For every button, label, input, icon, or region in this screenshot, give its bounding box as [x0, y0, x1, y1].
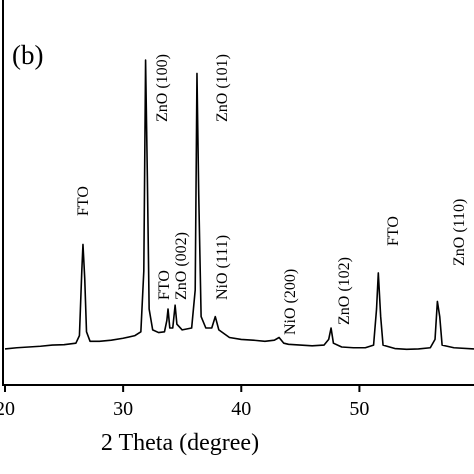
peak-annotation: FTO [156, 270, 173, 300]
peak-annotation: ZnO (101) [214, 54, 231, 122]
x-axis-label: 2 Theta (degree) [101, 430, 259, 456]
x-tick-label: 50 [349, 398, 369, 420]
peak-annotation: ZnO (002) [173, 232, 190, 300]
x-tick-label: 30 [113, 398, 133, 420]
peak-annotation: ZnO (100) [154, 54, 171, 122]
xrd-pattern [4, 59, 474, 351]
x-tick-label: 40 [231, 398, 251, 420]
x-tick-label: 20 [0, 398, 15, 420]
peak-annotation: NiO (111) [214, 235, 231, 300]
panel-label: (b) [12, 40, 43, 70]
peak-annotation: NiO (200) [282, 269, 299, 335]
peak-annotation: ZnO (110) [451, 199, 468, 266]
peak-annotation: ZnO (102) [336, 257, 353, 325]
peak-annotation: FTO [385, 216, 402, 246]
peak-annotation: FTO [75, 186, 92, 216]
